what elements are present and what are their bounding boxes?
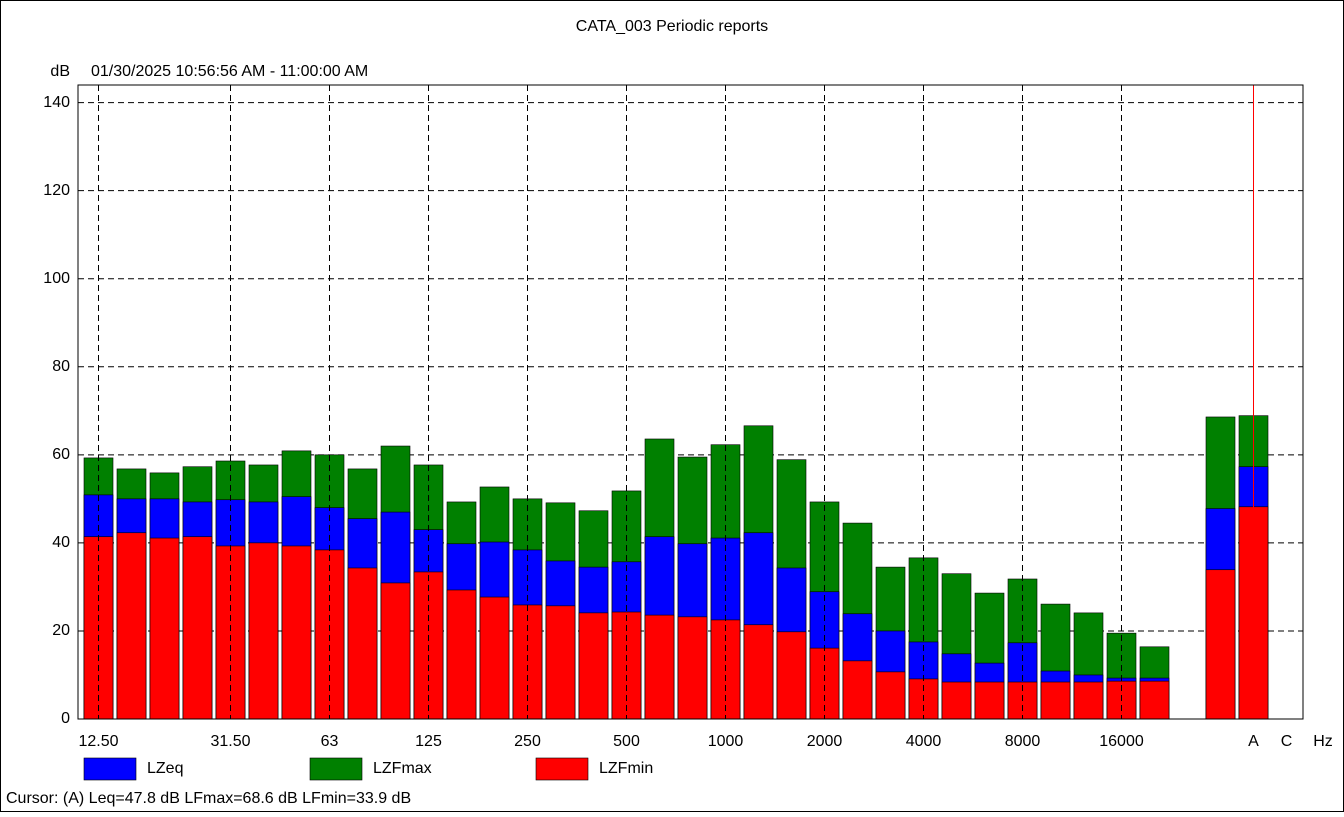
x-tick-label: A (1248, 733, 1259, 750)
y-tick-label: 60 (52, 446, 70, 463)
x-tick-label: 500 (613, 733, 640, 750)
bar (512, 604, 543, 720)
bar (281, 545, 312, 720)
bar (1040, 681, 1071, 720)
chart-title: CATA_003 Periodic reports (576, 18, 768, 35)
x-tick-label: 8000 (1005, 733, 1041, 750)
y-tick-label: 140 (43, 94, 70, 111)
bar (743, 624, 774, 720)
bar (347, 567, 378, 720)
bar (479, 596, 510, 720)
x-tick-label: 125 (415, 733, 442, 750)
legend-swatch (535, 757, 589, 781)
y-tick-label: 0 (61, 710, 70, 727)
bar (677, 616, 708, 720)
legend-label: LZeq (147, 760, 183, 777)
bar (215, 545, 246, 720)
x-tick-label: 12.50 (78, 733, 118, 750)
bar (974, 681, 1005, 720)
legend-swatch (83, 757, 137, 781)
legend-label: LZFmax (373, 760, 432, 777)
subtitle: 01/30/2025 10:56:56 AM - 11:00:00 AM (91, 63, 368, 80)
y-unit: dB (50, 63, 70, 80)
y-tick-label: 120 (43, 182, 70, 199)
bar (248, 542, 279, 720)
bar (875, 671, 906, 720)
legend-label: LZFmin (599, 760, 653, 777)
x-unit: Hz (1313, 733, 1333, 750)
plot-border (77, 84, 1304, 720)
x-tick-label: 2000 (807, 733, 843, 750)
x-tick-label: 16000 (1099, 733, 1144, 750)
bar (941, 681, 972, 720)
bar (116, 532, 147, 720)
bar (545, 605, 576, 720)
y-tick-label: 20 (52, 622, 70, 639)
x-tick-label: 4000 (906, 733, 942, 750)
footer: Cursor: (A) Leq=47.8 dB LFmax=68.6 dB LF… (6, 790, 411, 807)
y-tick-label: 100 (43, 270, 70, 287)
x-tick-label: 31.50 (210, 733, 250, 750)
x-tick-label: 250 (514, 733, 541, 750)
bar (380, 582, 411, 720)
bar (644, 614, 675, 720)
bar (446, 589, 477, 720)
bar (1139, 680, 1170, 720)
bar (776, 631, 807, 720)
y-tick-label: 80 (52, 358, 70, 375)
x-tick-label: 63 (321, 733, 339, 750)
y-tick-label: 40 (52, 534, 70, 551)
bar (842, 660, 873, 720)
x-tick-label: C (1281, 733, 1293, 750)
bar (1205, 569, 1236, 720)
bar (149, 537, 180, 720)
bar (578, 612, 609, 720)
bar (182, 536, 213, 720)
legend-swatch (309, 757, 363, 781)
x-tick-label: 1000 (708, 733, 744, 750)
bar (1073, 681, 1104, 720)
